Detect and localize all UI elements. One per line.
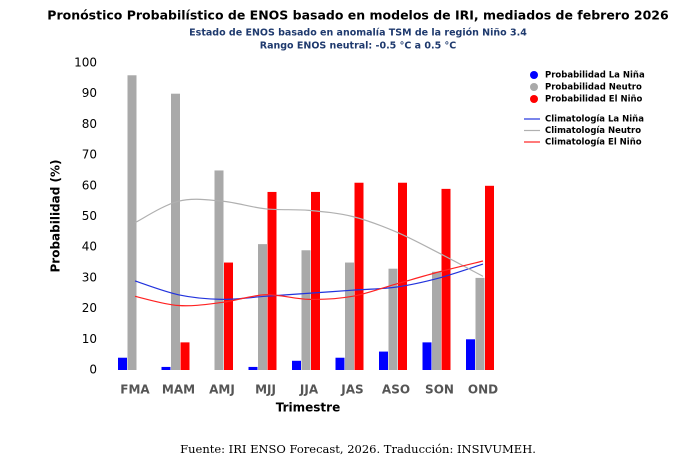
- climatology-line: [134, 198, 484, 277]
- chart-title: Pronóstico Probabilístico de ENOS basado…: [47, 8, 669, 23]
- bar: [292, 360, 301, 370]
- bar: [388, 268, 398, 370]
- legend-label: Probabilidad Neutro: [545, 83, 642, 93]
- bar: [441, 188, 451, 370]
- y-tick-label: 80: [82, 117, 97, 131]
- bar: [118, 357, 127, 370]
- legend-label: Probabilidad La Niña: [545, 71, 645, 81]
- y-tick-label: 90: [82, 86, 97, 100]
- x-tick-label: OND: [468, 383, 498, 397]
- legend-label: Probabilidad El Niño: [545, 95, 643, 105]
- bar: [422, 342, 432, 370]
- x-tick-label: JJA: [299, 383, 319, 397]
- y-tick-label: 20: [82, 301, 97, 315]
- bar: [311, 191, 320, 370]
- x-tick-label: JAS: [340, 383, 363, 397]
- x-tick-label: AMJ: [209, 383, 235, 397]
- bar: [267, 191, 277, 370]
- bar: [301, 250, 311, 370]
- legend-marker: [530, 83, 538, 91]
- bar: [345, 262, 354, 370]
- y-tick-label: 0: [89, 363, 97, 377]
- climatology-line: [134, 263, 484, 300]
- legend-label: Climatología Neutro: [545, 126, 641, 136]
- bar: [258, 244, 267, 370]
- climatology-line: [134, 260, 484, 307]
- bar: [224, 262, 233, 370]
- bar: [180, 342, 190, 370]
- bar: [214, 170, 224, 370]
- x-tick-label: MAM: [162, 383, 195, 397]
- bar: [466, 339, 475, 370]
- legend-marker: [530, 71, 538, 79]
- bar: [171, 93, 180, 370]
- y-tick-label: 50: [82, 209, 97, 223]
- bar: [379, 351, 388, 370]
- y-tick-label: 40: [82, 240, 97, 254]
- y-tick-label: 60: [82, 178, 97, 192]
- y-tick-label: 70: [82, 148, 97, 162]
- legend-label: Climatología La Niña: [545, 115, 644, 125]
- y-tick-label: 30: [82, 270, 97, 284]
- subtitle: Estado de ENOS basado en anomalía TSM de…: [189, 28, 527, 39]
- source-note: Fuente: IRI ENSO Forecast, 2026. Traducc…: [180, 442, 536, 456]
- legend-marker: [530, 95, 538, 103]
- x-axis-label: Trimestre: [276, 401, 340, 415]
- bar: [161, 366, 171, 370]
- bar: [485, 185, 494, 370]
- bar: [127, 75, 137, 370]
- y-axis-label: Probabilidad (%): [49, 159, 63, 272]
- subtitle: Rango ENOS neutral: -0.5 °C a 0.5 °C: [260, 41, 456, 52]
- y-tick-label: 10: [82, 332, 97, 346]
- bar: [354, 182, 364, 370]
- y-tick-label: 100: [74, 56, 97, 70]
- x-tick-label: FMA: [120, 383, 150, 397]
- bar: [398, 182, 407, 370]
- x-tick-label: SON: [425, 383, 454, 397]
- bar: [432, 271, 441, 370]
- x-tick-label: MJJ: [255, 383, 276, 397]
- bar: [475, 277, 485, 370]
- bar: [248, 366, 258, 370]
- legend-label: Climatología El Niño: [545, 138, 642, 148]
- bar: [335, 357, 345, 370]
- x-tick-label: ASO: [382, 383, 410, 397]
